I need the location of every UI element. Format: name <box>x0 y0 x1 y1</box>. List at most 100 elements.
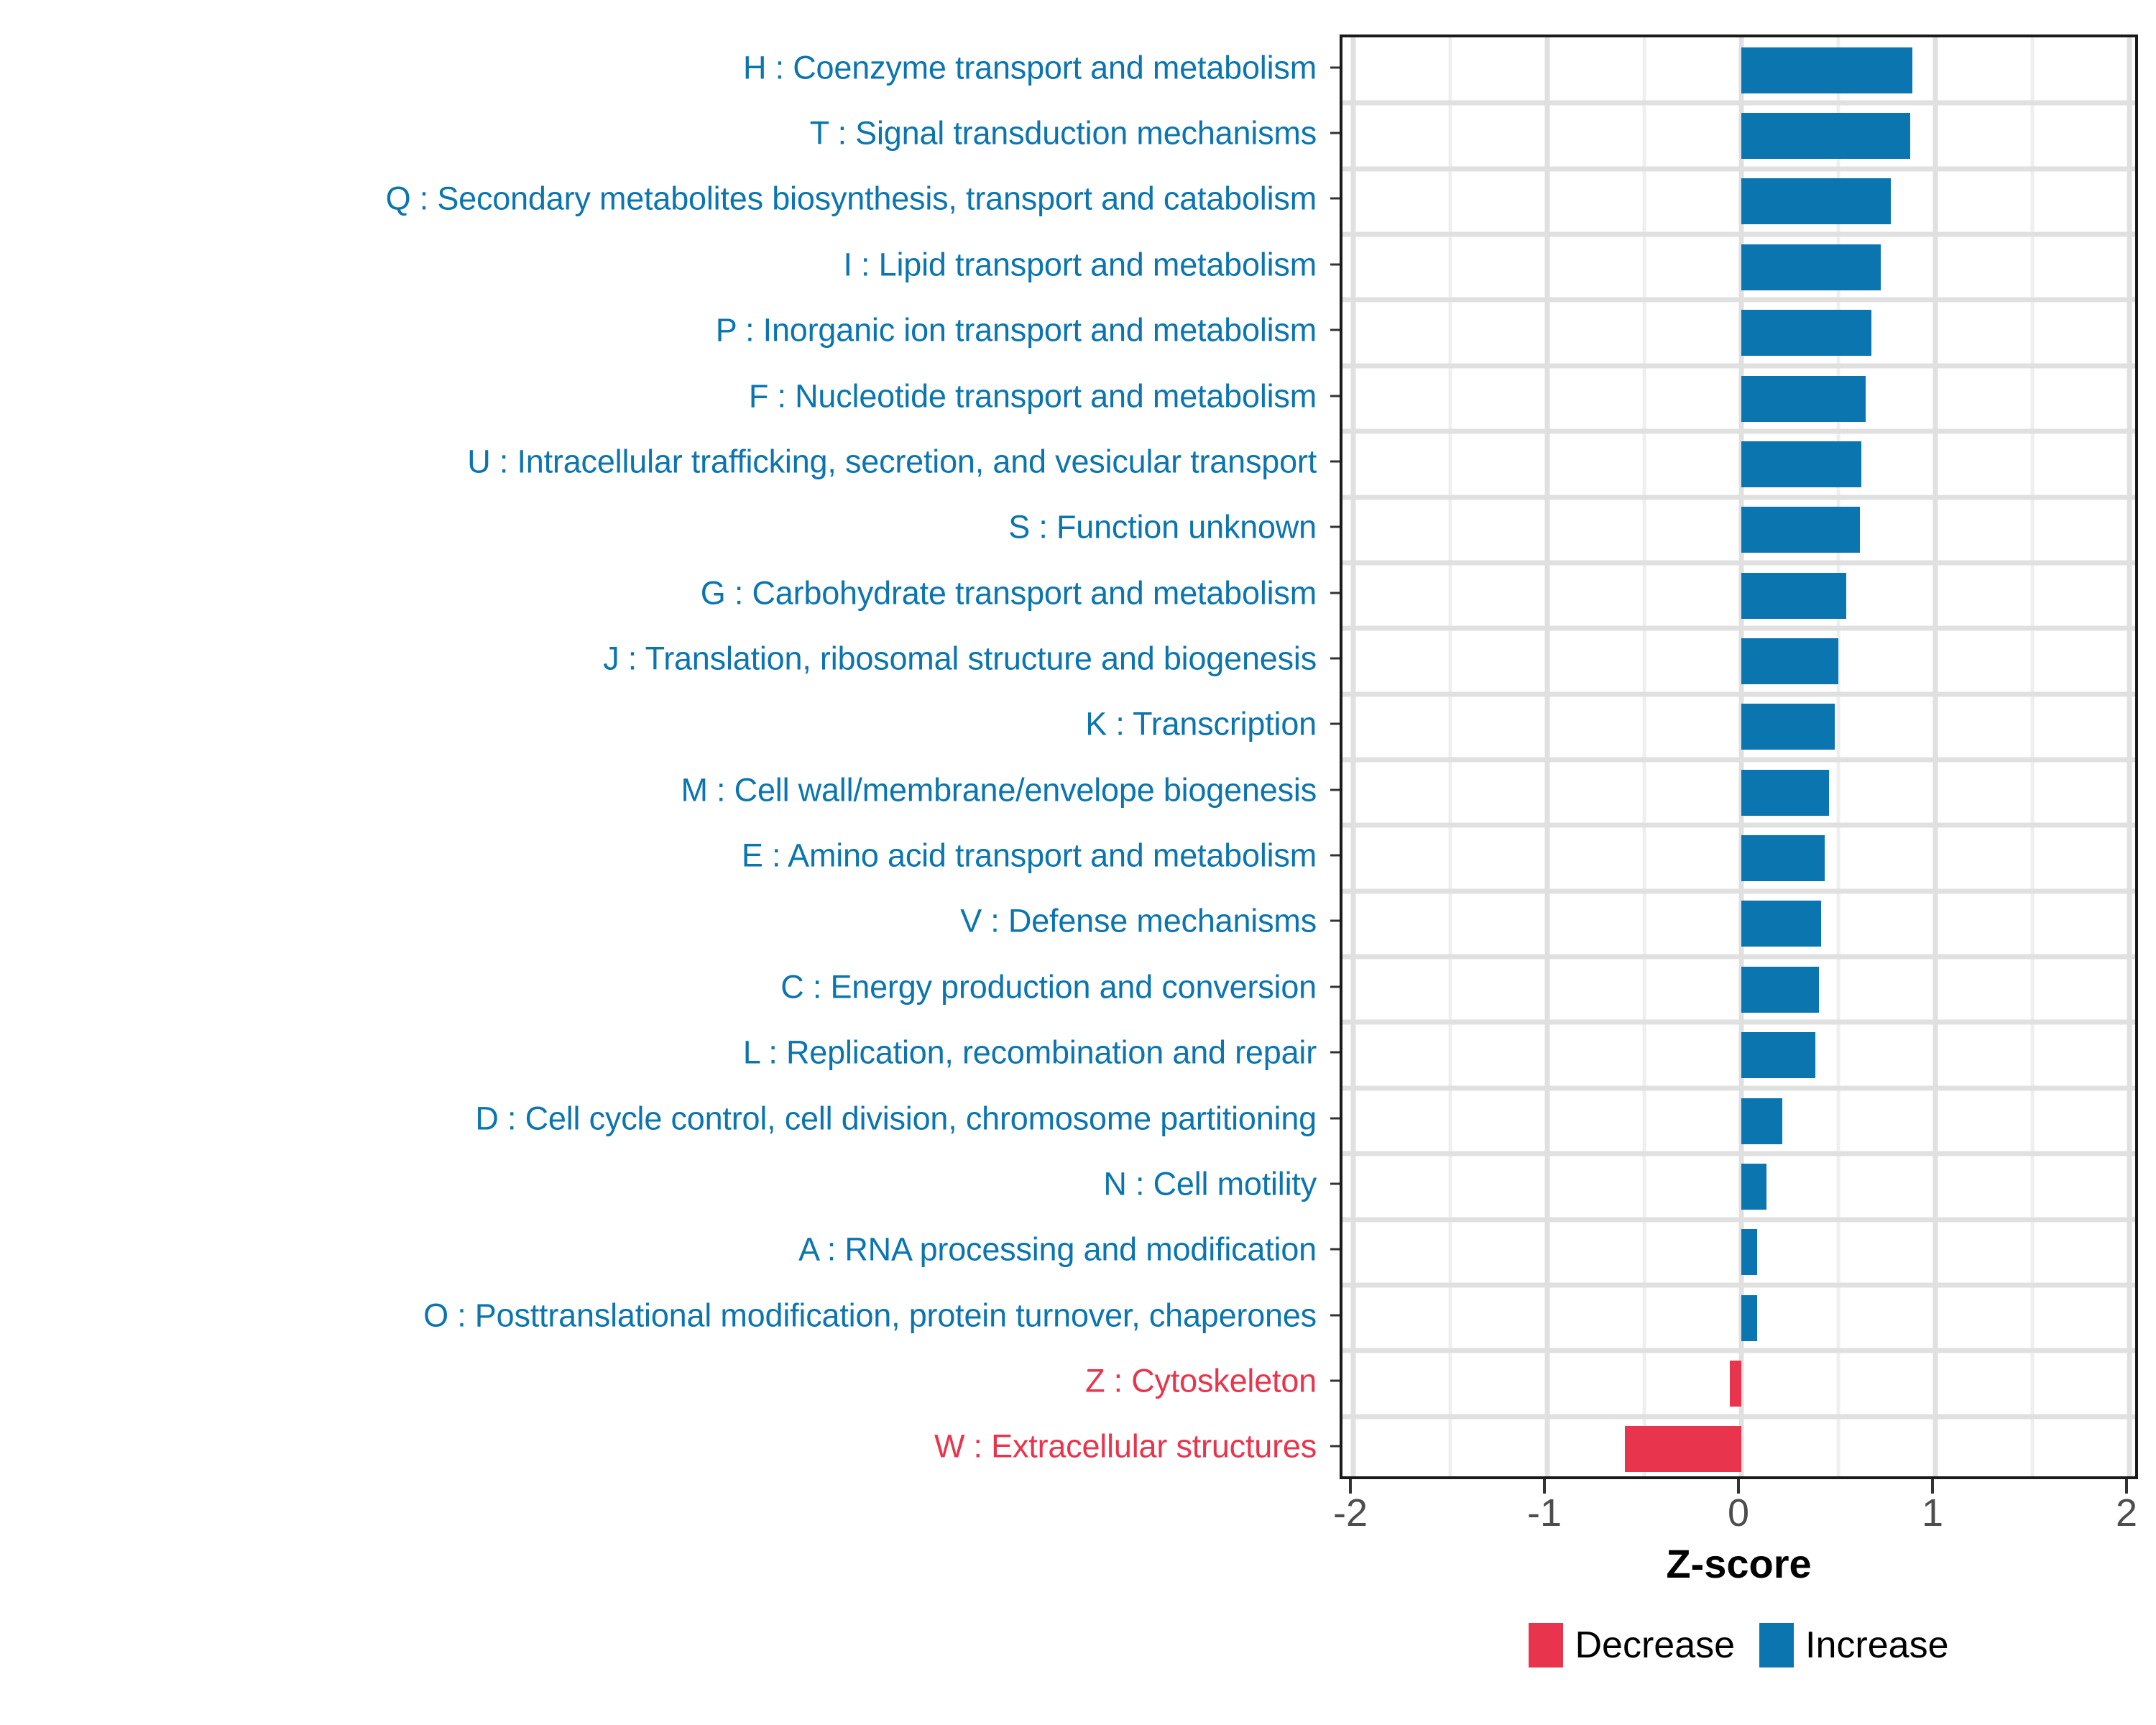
y-axis-label: I : Lipid transport and metabolism <box>843 246 1317 283</box>
bar <box>1741 901 1821 947</box>
y-axis-label: N : Cell motility <box>1103 1165 1317 1202</box>
horizontal-gridline <box>1342 1019 2135 1025</box>
horizontal-gridline <box>1342 560 2135 566</box>
horizontal-gridline <box>1342 625 2135 631</box>
y-axis-label: P : Inorganic ion transport and metaboli… <box>715 311 1317 349</box>
y-axis-label: H : Coenzyme transport and metabolism <box>743 49 1317 86</box>
y-axis-tick <box>1330 66 1340 69</box>
y-axis-tick <box>1330 1445 1340 1448</box>
horizontal-gridline <box>1342 691 2135 697</box>
y-axis-tick <box>1330 263 1340 266</box>
bar <box>1741 244 1881 290</box>
y-axis-labels: H : Coenzyme transport and metabolism T :… <box>0 34 1328 1479</box>
bar <box>1729 1360 1741 1407</box>
horizontal-gridline <box>1342 297 2135 303</box>
legend-swatch-icon <box>1759 1623 1795 1668</box>
vertical-gridline <box>1836 37 1841 1476</box>
bar <box>1625 1426 1741 1473</box>
bar <box>1741 1294 1757 1341</box>
y-axis-tick <box>1330 525 1340 528</box>
x-axis-tick-label: 1 <box>1921 1491 1944 1535</box>
y-axis-label: V : Defense mechanisms <box>960 902 1317 939</box>
x-axis-tick <box>1349 1479 1352 1494</box>
legend-swatch-icon <box>1529 1623 1564 1668</box>
horizontal-gridline <box>1342 231 2135 237</box>
y-axis-tick <box>1330 919 1340 922</box>
y-axis-tick <box>1330 328 1340 331</box>
horizontal-gridline <box>1342 1085 2135 1091</box>
y-axis-label: S : Function unknown <box>1008 508 1317 546</box>
x-axis-tick-label: 0 <box>1727 1491 1750 1535</box>
x-axis-tick-label: -1 <box>1526 1491 1562 1535</box>
y-axis-tick <box>1330 1248 1340 1251</box>
bar <box>1741 1098 1782 1144</box>
bar <box>1741 441 1862 487</box>
horizontal-gridline <box>1342 166 2135 172</box>
y-axis-label: W : Extracellular structures <box>934 1427 1317 1465</box>
vertical-gridline <box>1738 37 1744 1476</box>
vertical-gridline <box>1932 37 1938 1476</box>
vertical-gridline <box>1448 37 1452 1476</box>
horizontal-gridline <box>1342 954 2135 960</box>
y-axis-tick <box>1330 657 1340 660</box>
bar <box>1741 638 1838 684</box>
y-axis-label: U : Intracellular trafficking, secretion… <box>467 443 1317 480</box>
horizontal-gridline <box>1342 100 2135 106</box>
bar <box>1741 1163 1767 1210</box>
vertical-gridline <box>1350 37 1356 1476</box>
y-axis-tick <box>1330 395 1340 397</box>
x-axis-tick-label: 2 <box>2115 1491 2138 1535</box>
y-axis-tick <box>1330 197 1340 200</box>
bar <box>1741 704 1835 750</box>
y-axis-label: G : Carbohydrate transport and metabolis… <box>700 574 1317 612</box>
y-axis-tick <box>1330 854 1340 857</box>
vertical-gridline <box>1544 37 1550 1476</box>
bar <box>1741 375 1866 422</box>
plot-area <box>1342 37 2135 1476</box>
bar <box>1741 47 1912 93</box>
legend-label: Increase <box>1805 1624 1949 1666</box>
bar <box>1741 835 1825 882</box>
legend-label: Decrease <box>1575 1624 1736 1666</box>
y-axis-label: O : Posttranslational modification, prot… <box>423 1297 1317 1334</box>
y-axis-tick <box>1330 1314 1340 1317</box>
x-axis-tick <box>1543 1479 1546 1494</box>
y-axis-tick <box>1330 132 1340 134</box>
x-axis-title: Z-score <box>1666 1541 1812 1586</box>
horizontal-gridline <box>1342 1348 2135 1353</box>
y-axis-label: L : Replication, recombination and repai… <box>742 1034 1317 1071</box>
vertical-gridline <box>2030 37 2035 1476</box>
y-axis-label: C : Energy production and conversion <box>780 968 1317 1006</box>
bar <box>1741 769 1829 816</box>
horizontal-gridline <box>1342 428 2135 434</box>
y-axis-label: D : Cell cycle control, cell division, c… <box>475 1100 1317 1136</box>
bar <box>1741 572 1846 619</box>
vertical-gridline <box>2127 37 2132 1476</box>
plot-panel <box>1340 34 2138 1479</box>
y-axis-tick <box>1330 1051 1340 1054</box>
y-axis-label: A : RNA processing and modification <box>798 1230 1317 1268</box>
bar <box>1741 507 1860 553</box>
horizontal-gridline <box>1342 1282 2135 1288</box>
horizontal-gridline <box>1342 1217 2135 1223</box>
y-axis-label: T : Signal transduction mechanisms <box>809 114 1317 152</box>
y-axis-label: F : Nucleotide transport and metabolism <box>748 377 1317 414</box>
legend-item[interactable]: Increase <box>1759 1623 1949 1668</box>
legend-item[interactable]: Decrease <box>1529 1623 1735 1668</box>
y-axis-label: Z : Cytoskeleton <box>1085 1362 1317 1399</box>
horizontal-gridline <box>1342 888 2135 894</box>
bar <box>1741 1032 1815 1079</box>
horizontal-gridline <box>1342 363 2135 369</box>
chart-legend: Decrease Increase <box>1340 1623 2138 1668</box>
x-axis-tick <box>1737 1479 1740 1494</box>
bar <box>1741 310 1871 356</box>
y-axis-tick <box>1330 788 1340 791</box>
y-axis-tick <box>1330 460 1340 463</box>
y-axis-tick <box>1330 1379 1340 1382</box>
y-axis-tick <box>1330 1117 1340 1119</box>
x-axis-tick <box>2125 1479 2128 1494</box>
y-axis-label: K : Transcription <box>1085 705 1317 742</box>
x-axis-tick-label: -2 <box>1332 1491 1368 1535</box>
bar <box>1741 966 1819 1013</box>
y-axis-label: E : Amino acid transport and metabolism <box>741 837 1317 874</box>
